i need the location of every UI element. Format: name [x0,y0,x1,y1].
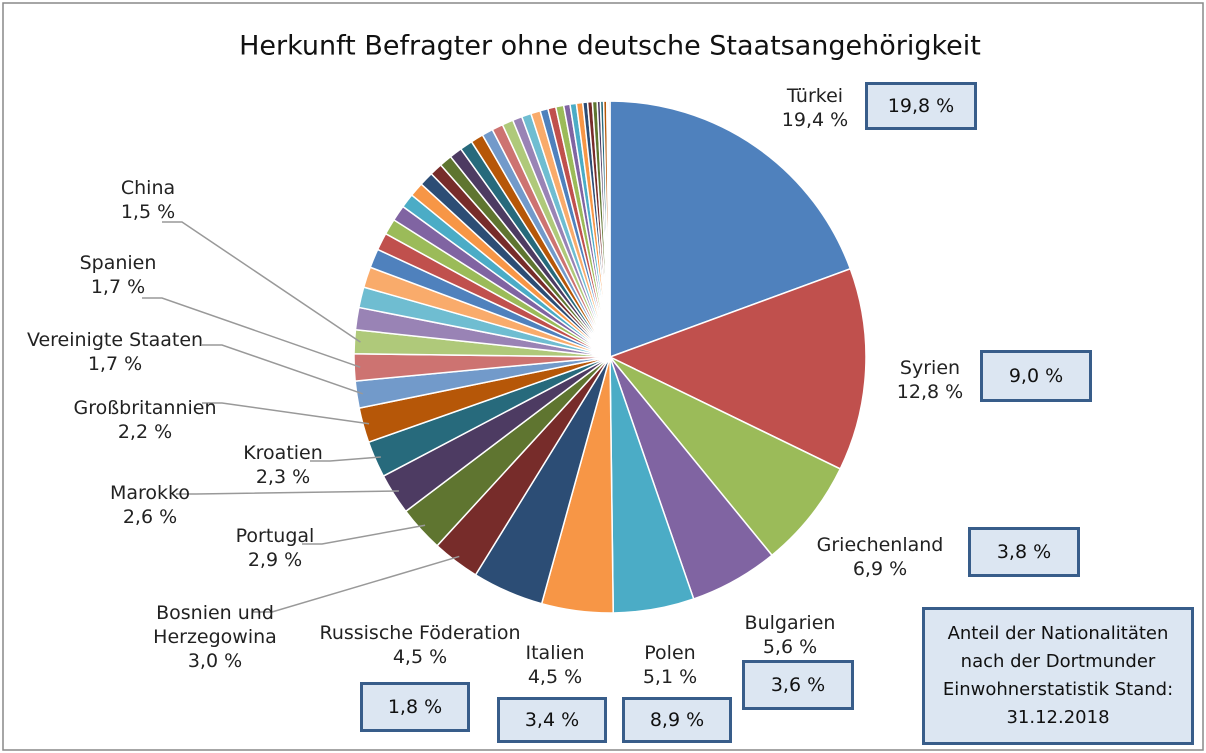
slice-label: Großbritannien 2,2 % [65,396,225,444]
category-label: Russische Föderation [319,622,521,644]
slice-label: Polen 5,1 % [620,641,720,689]
pie-slice [609,356,842,557]
category-label: Italien [525,642,585,664]
category-label: Portugal [235,525,315,547]
callout-box: 9,0 % [980,350,1092,402]
value-label: 4,5 % [392,646,448,668]
pie-slice [608,267,867,470]
category-label: Syrien [899,357,961,379]
slice-label: Griechenland 6,9 % [805,533,955,581]
slice-label: Russische Föderation 4,5 % [310,621,530,669]
slice-label: Marokko 2,6 % [90,481,210,529]
leader-line [202,402,370,425]
leader-line [162,221,361,343]
chart-title: Herkunft Befragter ohne deutsche Staatsa… [239,31,981,62]
callout-box: 3,8 % [968,527,1080,577]
slice-label: Bosnien und Herzegowina 3,0 % [140,601,290,673]
value-label: 2,3 % [255,466,311,488]
callout-box: 19,8 % [865,82,977,130]
slice-label: Spanien 1,7 % [58,251,178,299]
category-label: Bosnien und Herzegowina [153,602,277,648]
leader-line [142,297,361,368]
value-label: 3,0 % [187,650,243,672]
value-label: 6,9 % [852,558,908,580]
note-box: Anteil der Nationalitäten nach der Dortm… [922,607,1194,745]
leader-line [310,456,381,462]
slice-label: Portugal 2,9 % [215,524,335,572]
pie-slice [609,100,852,359]
value-label: 12,8 % [896,381,964,403]
value-label: 2,9 % [247,549,303,571]
callout-box: 3,6 % [742,660,854,710]
value-label: 1,7 % [87,353,143,375]
category-label: Polen [644,642,696,664]
slice-label: Bulgarien 5,6 % [730,611,850,659]
leader-line [302,524,426,545]
slice-label: Kroatien 2,3 % [223,441,343,489]
value-label: 2,6 % [122,506,178,528]
callout-box: 1,8 % [360,682,470,732]
pie-slice [607,100,611,358]
category-label: China [120,177,176,199]
callout-box: 3,4 % [497,697,607,743]
category-label: Großbritannien [73,397,217,419]
leader-line [176,490,399,495]
category-label: Marokko [109,482,190,504]
category-label: Griechenland [816,534,944,556]
category-label: Türkei [786,85,844,107]
leader-line [252,555,460,613]
slice-label: Italien 4,5 % [505,641,605,689]
value-label: 1,5 % [120,201,176,223]
value-label: 1,7 % [90,276,146,298]
callout-box: 8,9 % [622,697,732,743]
category-label: Kroatien [243,442,323,464]
slice-label: Vereinigte Staaten 1,7 % [15,328,215,376]
category-label: Bulgarien [744,612,836,634]
value-label: 19,4 % [781,109,849,131]
value-label: 5,1 % [642,666,698,688]
value-label: 4,5 % [527,666,583,688]
slice-label: Türkei 19,4 % [755,84,875,132]
slice-label: Syrien 12,8 % [870,356,990,404]
category-label: Spanien [79,252,157,274]
slice-label: China 1,5 % [88,176,208,224]
leader-line [202,344,363,395]
value-label: 5,6 % [762,636,818,658]
category-label: Vereinigte Staaten [26,329,204,351]
value-label: 2,2 % [117,421,173,443]
